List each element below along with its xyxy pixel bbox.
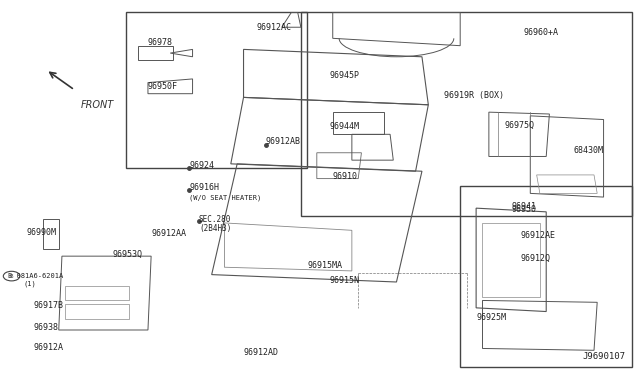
Text: 96910: 96910 [333, 172, 358, 181]
Text: 96945P: 96945P [330, 71, 360, 80]
Text: 96912AD: 96912AD [244, 349, 278, 357]
Text: 96915MA: 96915MA [307, 261, 342, 270]
Text: 96938: 96938 [33, 323, 58, 331]
Text: B: B [10, 273, 13, 279]
Text: 96919R (BOX): 96919R (BOX) [444, 91, 504, 100]
Text: 96975Q: 96975Q [505, 121, 535, 129]
Text: FRONT: FRONT [81, 100, 115, 110]
Text: 96953Q: 96953Q [113, 250, 143, 259]
Text: 96990M: 96990M [27, 228, 57, 237]
Text: (W/O SEAT HEATER): (W/O SEAT HEATER) [189, 195, 262, 201]
Text: 96912AA: 96912AA [151, 230, 186, 238]
Text: B 081A6-6201A: B 081A6-6201A [8, 273, 63, 279]
Text: J9690107: J9690107 [583, 352, 626, 361]
Text: 96915N: 96915N [330, 276, 360, 285]
Bar [301, 13, 632, 215]
Text: 96941: 96941 [511, 202, 536, 211]
Text: 96950: 96950 [511, 205, 536, 215]
Text: 96960+A: 96960+A [524, 28, 559, 37]
Text: (2B4H3): (2B4H3) [199, 224, 231, 233]
Text: 96950F: 96950F [148, 82, 178, 91]
Text: (1): (1) [24, 280, 36, 287]
Text: 96912A: 96912A [33, 343, 63, 352]
Bar [125, 13, 307, 167]
Text: 96978: 96978 [148, 38, 173, 46]
Text: 96916H: 96916H [189, 183, 220, 192]
Text: 96912Q: 96912Q [521, 253, 551, 263]
Text: 96944M: 96944M [330, 122, 360, 131]
Bar [460, 186, 632, 367]
Text: 96924: 96924 [189, 161, 214, 170]
Text: 96917B: 96917B [33, 301, 63, 311]
Text: 96925M: 96925M [476, 312, 506, 321]
Text: 96912AB: 96912AB [266, 137, 301, 146]
Text: 96912AC: 96912AC [257, 23, 291, 32]
Text: 68430M: 68430M [573, 147, 604, 155]
Text: SEC.280: SEC.280 [199, 215, 231, 224]
Text: 96912AE: 96912AE [521, 231, 556, 240]
